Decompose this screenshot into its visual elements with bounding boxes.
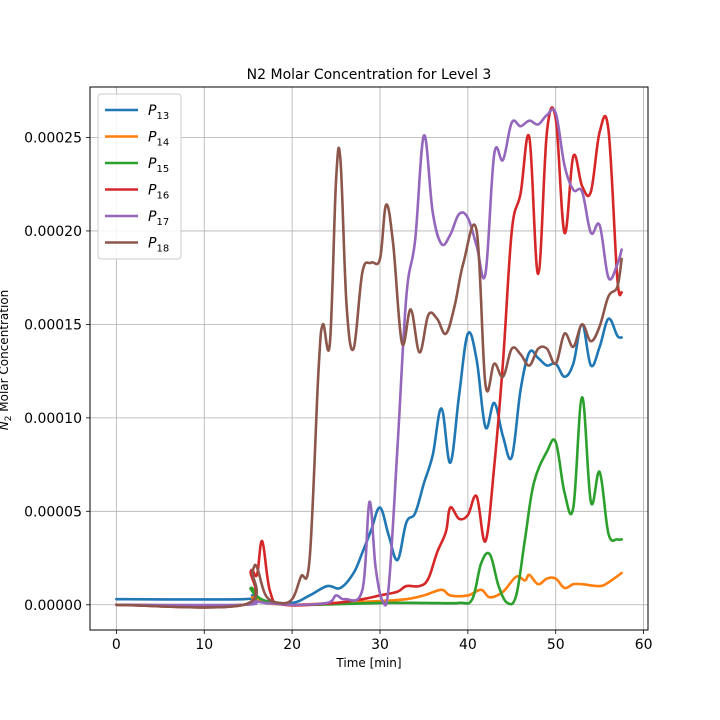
x-tick-label: 0	[112, 637, 121, 653]
x-tick-label: 10	[195, 637, 213, 653]
x-tick-label: 20	[283, 637, 301, 653]
y-tick-label: 0.00020	[24, 224, 82, 240]
x-tick-label: 30	[371, 637, 389, 653]
legend-label: P15	[148, 156, 169, 175]
x-axis-label: Time [min]	[335, 656, 401, 670]
legend-label: P14	[148, 130, 169, 149]
legend: P13 P14 P15 P16 P17 P18	[97, 93, 182, 260]
y-ticks: 0.00000 0.00005 0.00010 0.00015 0.00020 0.000…	[24, 130, 90, 614]
series-line-p17	[115, 107, 623, 607]
y-tick-label: 0.00025	[24, 130, 82, 146]
legend-label: P16	[148, 183, 169, 202]
series-line-p18	[115, 146, 623, 609]
y-tick-label: 0.00015	[24, 317, 82, 333]
series-group	[115, 106, 623, 609]
chart-title: N2 Molar Concentration for Level 3	[247, 67, 492, 83]
x-tick-label: 50	[547, 637, 565, 653]
y-tick-label: 0.00000	[24, 598, 82, 614]
y-tick-label: 0.00010	[24, 411, 82, 427]
y-tick-label: 0.00005	[24, 504, 82, 520]
legend-label: P17	[148, 209, 169, 228]
plot-frame	[89, 86, 649, 631]
x-ticks: 0 10 20 30 40 50 60	[112, 630, 653, 653]
x-tick-label: 40	[459, 637, 477, 653]
legend-label: P13	[148, 103, 169, 122]
series-line-p13	[115, 317, 623, 605]
y-axis-label: N2 Molar Concentration	[0, 290, 14, 431]
x-tick-label: 60	[635, 637, 653, 653]
legend-label: P18	[148, 236, 169, 255]
